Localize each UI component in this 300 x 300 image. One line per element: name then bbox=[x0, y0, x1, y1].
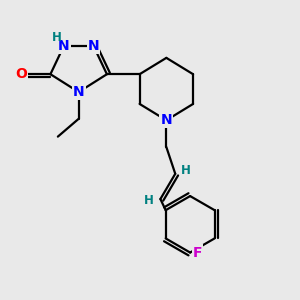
Text: N: N bbox=[73, 85, 85, 99]
Text: O: O bbox=[15, 67, 27, 81]
Text: N: N bbox=[160, 113, 172, 127]
Text: N: N bbox=[58, 39, 70, 53]
Text: N: N bbox=[88, 39, 99, 53]
Text: H: H bbox=[144, 194, 154, 207]
Text: H: H bbox=[51, 31, 61, 44]
Text: H: H bbox=[181, 164, 190, 177]
Text: F: F bbox=[193, 245, 202, 260]
